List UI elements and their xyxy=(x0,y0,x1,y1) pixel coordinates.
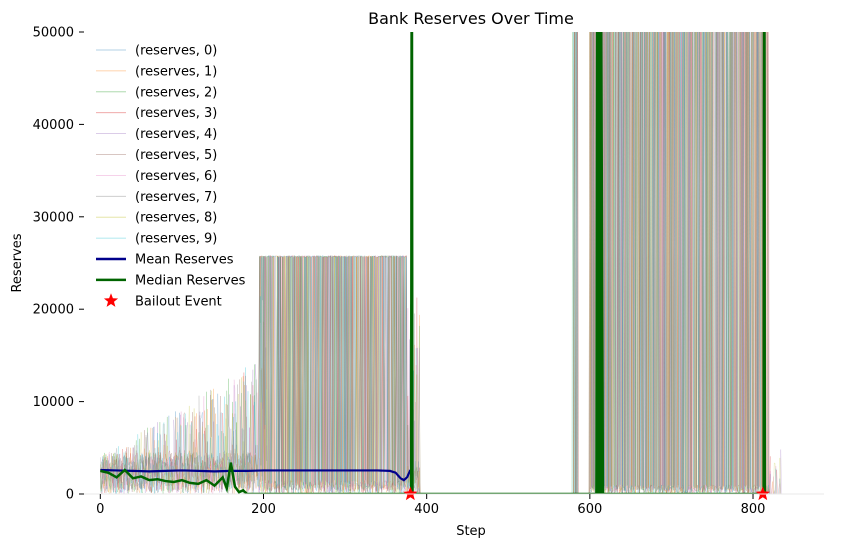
series-line-0 xyxy=(100,32,817,494)
legend-label-mean: Mean Reserves xyxy=(135,253,234,268)
summary-lines xyxy=(100,32,767,494)
legend-label: (reserves, 4) xyxy=(135,127,217,142)
y-tick-label: 0 xyxy=(66,488,74,503)
mean-reserves-line xyxy=(100,468,412,482)
y-tick-label: 10000 xyxy=(33,395,74,410)
x-axis-label: Step xyxy=(456,524,486,539)
series-line-7 xyxy=(100,32,817,494)
y-axis-label: Reserves xyxy=(10,233,25,292)
legend-label: (reserves, 5) xyxy=(135,148,217,163)
chart-title: Bank Reserves Over Time xyxy=(368,9,574,28)
legend-label-median: Median Reserves xyxy=(135,273,246,288)
x-ticks: 0 200 400 600 800 xyxy=(96,494,765,517)
bailout-marker xyxy=(755,486,770,501)
legend: (reserves, 0) (reserves, 1) (reserves, 2) (… xyxy=(96,44,246,309)
x-tick-label: 800 xyxy=(741,502,766,517)
legend-label: (reserves, 9) xyxy=(135,232,217,247)
legend-label-bailout: Bailout Event xyxy=(135,294,222,309)
bailout-marker xyxy=(403,486,418,501)
legend-label: (reserves, 3) xyxy=(135,106,217,121)
x-tick-label: 400 xyxy=(414,502,439,517)
legend-label: (reserves, 6) xyxy=(135,169,217,184)
legend-label: (reserves, 1) xyxy=(135,64,217,79)
legend-label: (reserves, 0) xyxy=(135,44,217,59)
bailout-markers xyxy=(403,486,770,501)
legend-label: (reserves, 8) xyxy=(135,211,217,226)
series-line-6 xyxy=(100,32,817,494)
series-line-8 xyxy=(100,32,817,494)
legend-swatch-bailout xyxy=(103,293,119,307)
x-tick-label: 600 xyxy=(577,502,602,517)
x-tick-label: 200 xyxy=(251,502,276,517)
legend-label: (reserves, 7) xyxy=(135,190,217,205)
legend-label: (reserves, 2) xyxy=(135,85,217,100)
series-line-2 xyxy=(100,32,817,494)
series-line-5 xyxy=(100,32,817,494)
median-reserves-line xyxy=(100,32,767,494)
y-tick-label: 40000 xyxy=(33,118,74,133)
x-tick-label: 0 xyxy=(96,502,104,517)
y-tick-label: 50000 xyxy=(33,26,74,41)
y-tick-label: 20000 xyxy=(33,303,74,318)
series-line-4 xyxy=(100,32,817,494)
y-tick-label: 30000 xyxy=(33,210,74,225)
y-ticks: 0 10000 20000 30000 40000 50000 xyxy=(33,26,84,503)
